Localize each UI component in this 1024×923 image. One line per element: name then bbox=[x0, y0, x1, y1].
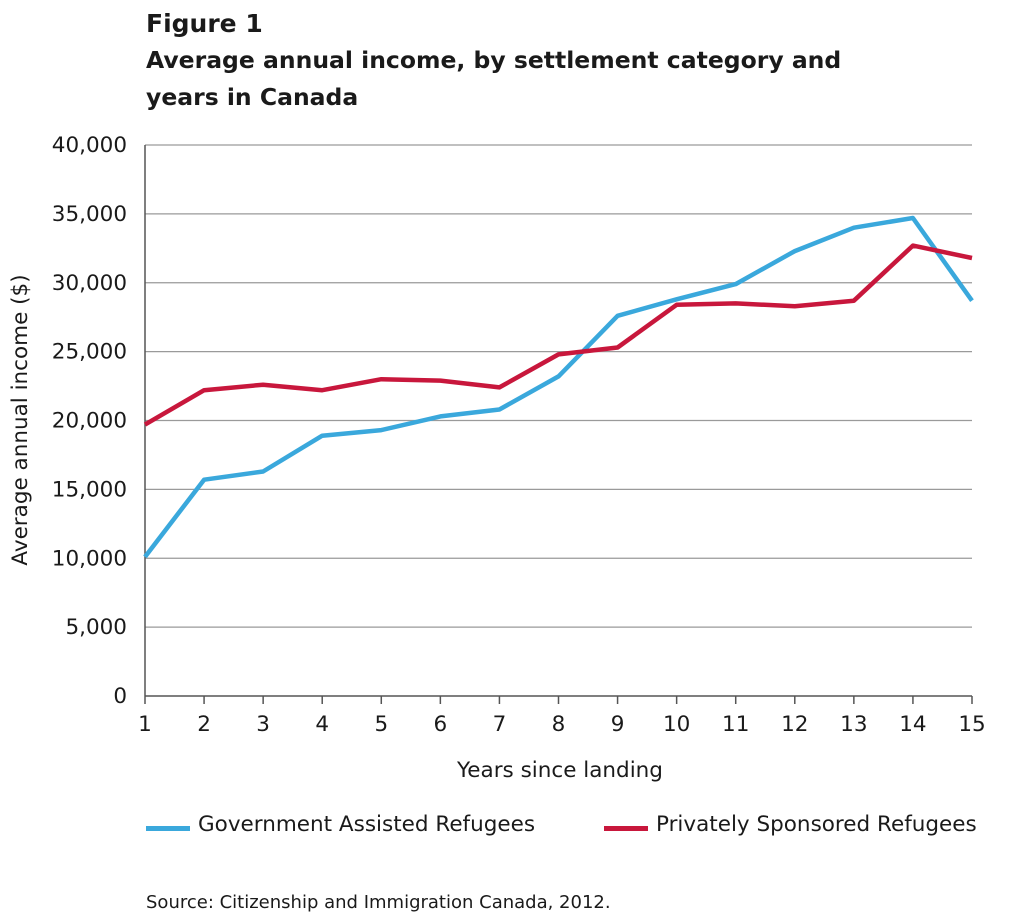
gridlines bbox=[145, 144, 972, 628]
legend-swatch-private bbox=[604, 825, 648, 831]
chart-legend: Government Assisted Refugees Privately S… bbox=[0, 809, 1024, 841]
x-tick-label: 6 bbox=[434, 712, 448, 737]
legend-item-government: Government Assisted Refugees bbox=[146, 809, 535, 841]
x-tick-label: 9 bbox=[611, 712, 625, 737]
x-tick-label: 10 bbox=[663, 712, 690, 737]
x-tick-label: 3 bbox=[256, 712, 270, 737]
government-series-line bbox=[143, 215, 974, 559]
legend-item-private: Privately Sponsored Refugees bbox=[604, 809, 977, 841]
legend-label-government: Government Assisted Refugees bbox=[198, 812, 536, 837]
y-tick-label: 0 bbox=[113, 684, 127, 709]
x-tick-label: 2 bbox=[197, 712, 211, 737]
x-tick-label: 8 bbox=[552, 712, 566, 737]
y-tick-label: 35,000 bbox=[52, 202, 127, 227]
source-note: Source: Citizenship and Immigration Cana… bbox=[146, 892, 611, 913]
legend-label-private: Privately Sponsored Refugees bbox=[656, 812, 977, 837]
y-tick-label: 15,000 bbox=[52, 477, 127, 502]
y-tick-label: 10,000 bbox=[52, 546, 127, 571]
y-axis-label: Average annual income ($) bbox=[8, 274, 33, 565]
axes: 0 5,000 10,000 15,000 20,000 25,000 30,000 35,0… bbox=[52, 133, 986, 737]
figure-label: Figure 1 bbox=[146, 9, 263, 38]
x-tick-label: 7 bbox=[493, 712, 507, 737]
series-lines bbox=[143, 215, 974, 559]
private-series-line bbox=[143, 243, 973, 427]
x-axis-label: Years since landing bbox=[456, 758, 663, 783]
y-tick-label: 30,000 bbox=[52, 271, 127, 296]
y-tick-label: 5,000 bbox=[65, 615, 127, 640]
x-tick-label: 13 bbox=[840, 712, 867, 737]
y-tick-label: 20,000 bbox=[52, 409, 127, 434]
x-tick-label: 11 bbox=[722, 712, 749, 737]
x-tick-label: 12 bbox=[781, 712, 808, 737]
chart-title: Average annual income, by settlement cat… bbox=[146, 46, 842, 111]
x-tick-label: 15 bbox=[958, 712, 985, 737]
y-tick-label: 25,000 bbox=[52, 340, 127, 365]
axis-labels: Years since landing Average annual incom… bbox=[8, 274, 663, 783]
y-tick-label: 40,000 bbox=[52, 133, 127, 158]
x-tick-label: 5 bbox=[374, 712, 388, 737]
legend-swatch-government bbox=[146, 825, 190, 831]
x-tick-label: 4 bbox=[315, 712, 329, 737]
x-tick-label: 1 bbox=[138, 712, 152, 737]
x-tick-label: 14 bbox=[899, 712, 926, 737]
